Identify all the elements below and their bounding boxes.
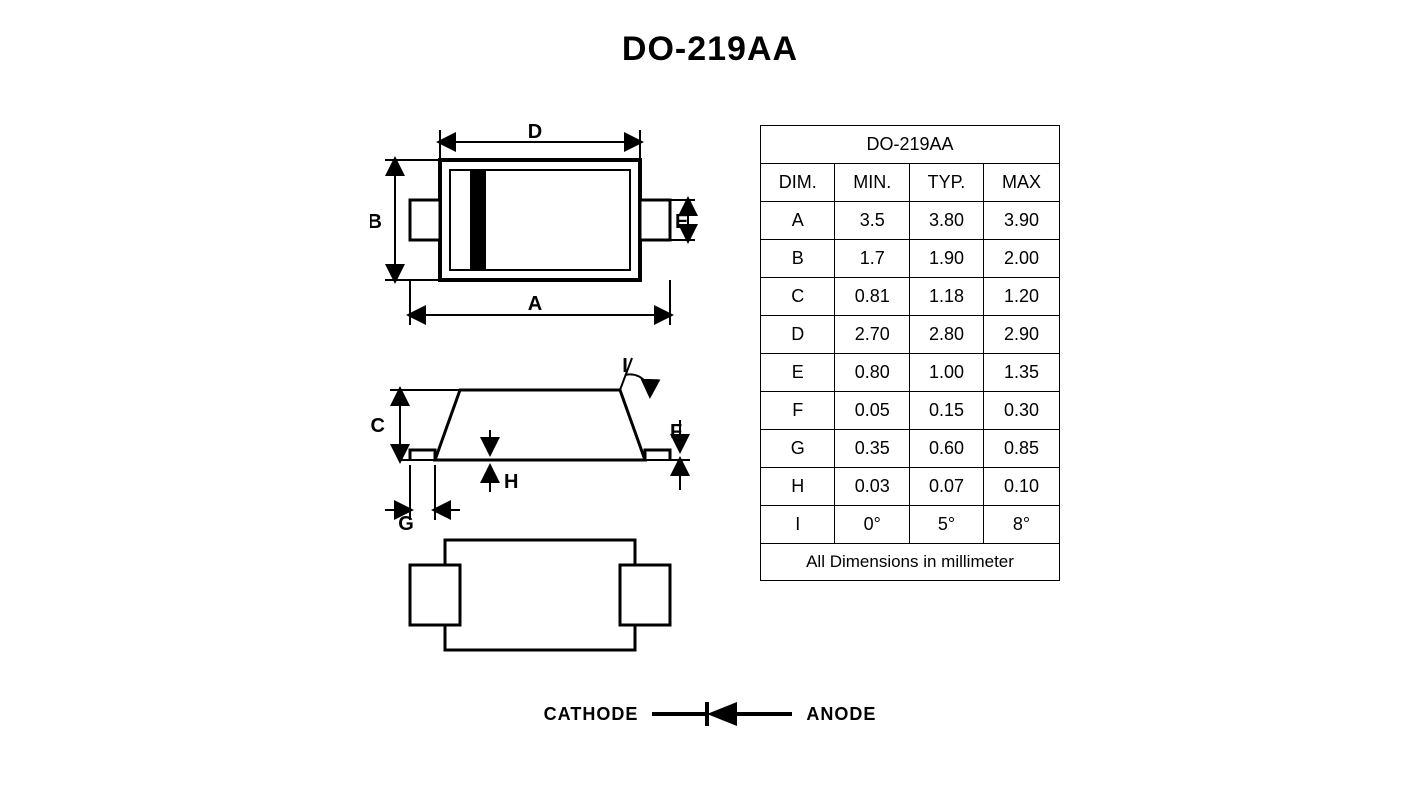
dim-label-I: I [622,355,628,377]
table-title-row: DO-219AA [761,126,1060,164]
dim-name-cell: C [761,278,835,316]
dim-value-cell: 8° [983,506,1059,544]
table-row: F0.050.150.30 [761,392,1060,430]
dim-value-cell: 1.18 [909,278,983,316]
package-diagram: D A B E [370,120,730,680]
anode-label: ANODE [806,704,876,725]
dim-value-cell: 0.81 [835,278,909,316]
bottom-view [410,540,670,650]
table-row: I0°5°8° [761,506,1060,544]
dim-value-cell: 3.5 [835,202,909,240]
dim-value-cell: 1.7 [835,240,909,278]
col-typ: TYP. [909,164,983,202]
table-header-row: DIM. MIN. TYP. MAX [761,164,1060,202]
side-view [400,390,690,460]
dim-name-cell: D [761,316,835,354]
dim-value-cell: 0.07 [909,468,983,506]
dim-value-cell: 1.00 [909,354,983,392]
dimensions-table: DO-219AA DIM. MIN. TYP. MAX A3.53.803.90… [760,125,1060,581]
col-min: MIN. [835,164,909,202]
table-row: B1.71.902.00 [761,240,1060,278]
table-row: D2.702.802.90 [761,316,1060,354]
dim-value-cell: 0.30 [983,392,1059,430]
table-row: G0.350.600.85 [761,430,1060,468]
table-footer-row: All Dimensions in millimeter [761,544,1060,581]
col-dim: DIM. [761,164,835,202]
dim-label-F: F [670,421,682,443]
dim-value-cell: 0.05 [835,392,909,430]
table-row: C0.811.181.20 [761,278,1060,316]
dim-label-C: C [371,415,385,437]
dim-name-cell: H [761,468,835,506]
dim-label-D: D [528,121,542,143]
dim-value-cell: 2.90 [983,316,1059,354]
dim-label-H: H [504,471,518,493]
dim-value-cell: 0.15 [909,392,983,430]
dim-value-cell: 3.80 [909,202,983,240]
dim-name-cell: E [761,354,835,392]
dim-value-cell: 1.90 [909,240,983,278]
table-row: A3.53.803.90 [761,202,1060,240]
dim-value-cell: 1.20 [983,278,1059,316]
table-title: DO-219AA [761,126,1060,164]
dim-value-cell: 0° [835,506,909,544]
dim-value-cell: 2.00 [983,240,1059,278]
dim-label-E: E [675,211,688,233]
table-row: H0.030.070.10 [761,468,1060,506]
page-title: DO-219AA [0,30,1420,69]
dim-value-cell: 3.90 [983,202,1059,240]
dim-value-cell: 0.03 [835,468,909,506]
dimensions-table-container: DO-219AA DIM. MIN. TYP. MAX A3.53.803.90… [760,125,1060,581]
cathode-label: CATHODE [544,704,639,725]
dim-value-cell: 2.80 [909,316,983,354]
dim-name-cell: I [761,506,835,544]
top-view [410,160,670,280]
table-footer: All Dimensions in millimeter [761,544,1060,581]
diode-symbol-icon [652,700,792,728]
col-max: MAX [983,164,1059,202]
diode-legend: CATHODE ANODE [0,700,1420,728]
dim-name-cell: B [761,240,835,278]
dim-name-cell: A [761,202,835,240]
dim-value-cell: 0.60 [909,430,983,468]
dim-label-B: B [370,211,382,233]
dim-value-cell: 0.85 [983,430,1059,468]
page: DO-219AA [0,0,1420,798]
dim-value-cell: 5° [909,506,983,544]
dim-name-cell: F [761,392,835,430]
table-row: E0.801.001.35 [761,354,1060,392]
dim-value-cell: 0.35 [835,430,909,468]
dim-name-cell: G [761,430,835,468]
dim-label-G: G [398,513,414,535]
dim-label-A: A [528,293,542,315]
dim-value-cell: 1.35 [983,354,1059,392]
dim-value-cell: 0.10 [983,468,1059,506]
dim-value-cell: 0.80 [835,354,909,392]
dim-value-cell: 2.70 [835,316,909,354]
